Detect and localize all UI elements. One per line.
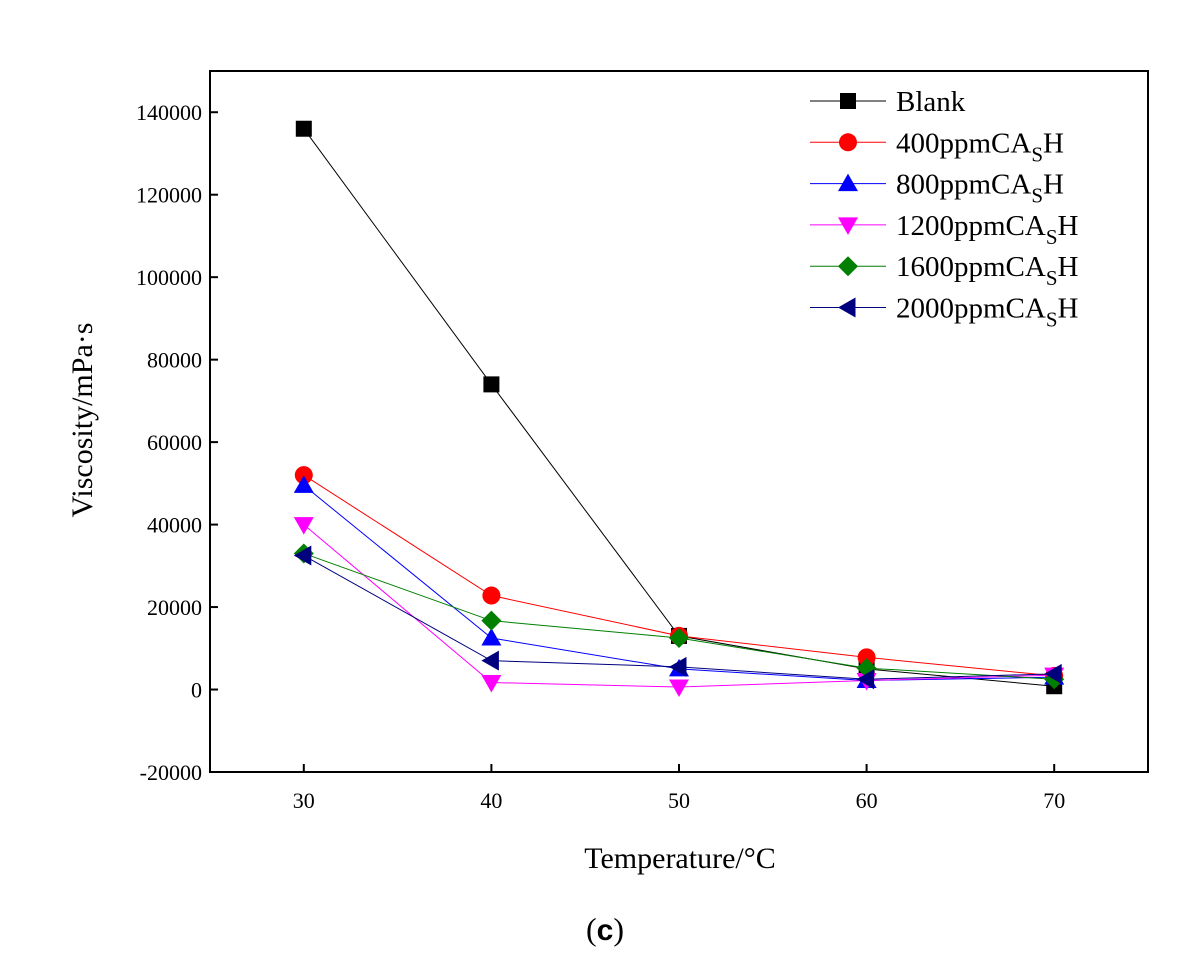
legend-item: 400ppmCASH <box>810 127 1064 166</box>
legend-label-subscript: S <box>1031 184 1043 208</box>
x-tick-label: 40 <box>480 788 502 813</box>
legend-label-main: Blank <box>896 86 966 118</box>
data-point <box>669 627 689 648</box>
data-point <box>481 650 499 671</box>
legend-label: Blank <box>896 86 966 118</box>
legend-item: Blank <box>810 86 966 118</box>
y-axis-title: Viscosity/mPa·s <box>66 323 99 518</box>
legend: Blank400ppmCASH800ppmCASH1200ppmCASH1600… <box>810 86 1079 332</box>
data-point <box>1044 663 1062 684</box>
y-tick-label: 0 <box>191 678 202 703</box>
legend-marker <box>838 217 858 235</box>
data-point <box>481 627 502 646</box>
legend-marker <box>838 256 858 277</box>
caption-letter: c <box>597 914 614 947</box>
y-tick-label: 120000 <box>136 183 202 208</box>
y-tick-label: 140000 <box>136 100 202 125</box>
data-point <box>856 669 875 690</box>
series-400ppmCASH <box>294 466 1064 685</box>
legend-marker <box>839 133 857 152</box>
y-tick-label: 40000 <box>147 513 202 538</box>
legend-label-subscript: S <box>1031 142 1043 166</box>
legend-item: 2000ppmCASH <box>810 293 1079 332</box>
caption-open-paren: ( <box>586 911 597 947</box>
data-point <box>293 517 314 535</box>
x-tick-label: 50 <box>668 788 690 813</box>
legend-label-subscript: S <box>1046 308 1058 332</box>
legend-label-subscript: S <box>1046 225 1058 249</box>
y-tick-label: -20000 <box>140 760 202 785</box>
legend-item: 800ppmCASH <box>810 169 1064 208</box>
legend-label-end: H <box>1043 169 1064 201</box>
legend-label-end: H <box>1043 127 1064 159</box>
legend-label-end: H <box>1058 251 1079 283</box>
data-point <box>481 675 502 693</box>
x-tick-label: 30 <box>293 788 315 813</box>
legend-label-main: 1200ppmCA <box>896 210 1046 242</box>
plot-area: -20000 0 20000 40000 60000 80000 100000 120000 1… <box>136 70 1149 813</box>
y-tick-label: 60000 <box>147 430 202 455</box>
x-axis-title: Temperature/°C <box>584 842 775 875</box>
legend-item: 1600ppmCASH <box>810 251 1079 290</box>
legend-label-main: 800ppmCA <box>896 169 1031 201</box>
series-Blank <box>295 120 1063 695</box>
legend-label-end: H <box>1058 293 1079 325</box>
data-point <box>481 610 502 631</box>
y-tick-label: 20000 <box>147 595 202 620</box>
legend-item: 1200ppmCASH <box>810 210 1079 249</box>
x-tick-label: 70 <box>1043 788 1065 813</box>
legend-marker <box>840 93 856 109</box>
data-point <box>294 466 313 485</box>
legend-label-main: 2000ppmCA <box>896 293 1046 325</box>
legend-label-main: 400ppmCA <box>896 127 1031 159</box>
y-tick-label: 80000 <box>147 348 202 373</box>
y-tick-label: 100000 <box>136 265 202 290</box>
legend-label-subscript: S <box>1046 266 1058 290</box>
data-point <box>483 376 500 393</box>
series-2000ppmCASH <box>293 545 1062 690</box>
data-point <box>669 656 687 677</box>
series-line <box>303 485 1055 681</box>
legend-label: 1600ppmCASH <box>896 251 1079 290</box>
legend-label-main: 1600ppmCA <box>896 251 1046 283</box>
data-point <box>857 648 876 667</box>
data-point <box>482 586 501 605</box>
legend-label: 800ppmCASH <box>896 169 1064 208</box>
series-800ppmCASH <box>293 475 1065 688</box>
data-point <box>293 545 312 566</box>
legend-marker <box>838 297 856 318</box>
data-point <box>669 679 689 698</box>
data-point <box>293 475 314 493</box>
legend-marker <box>838 173 858 192</box>
legend-label: 2000ppmCASH <box>896 293 1079 332</box>
legend-label-end: H <box>1058 210 1079 242</box>
x-tick-label: 60 <box>856 788 878 813</box>
legend-label: 400ppmCASH <box>896 127 1064 166</box>
data-point <box>295 120 312 137</box>
figure-caption: (c) <box>586 911 624 947</box>
caption-close-paren: ) <box>613 911 624 947</box>
legend-label: 1200ppmCASH <box>896 210 1079 249</box>
